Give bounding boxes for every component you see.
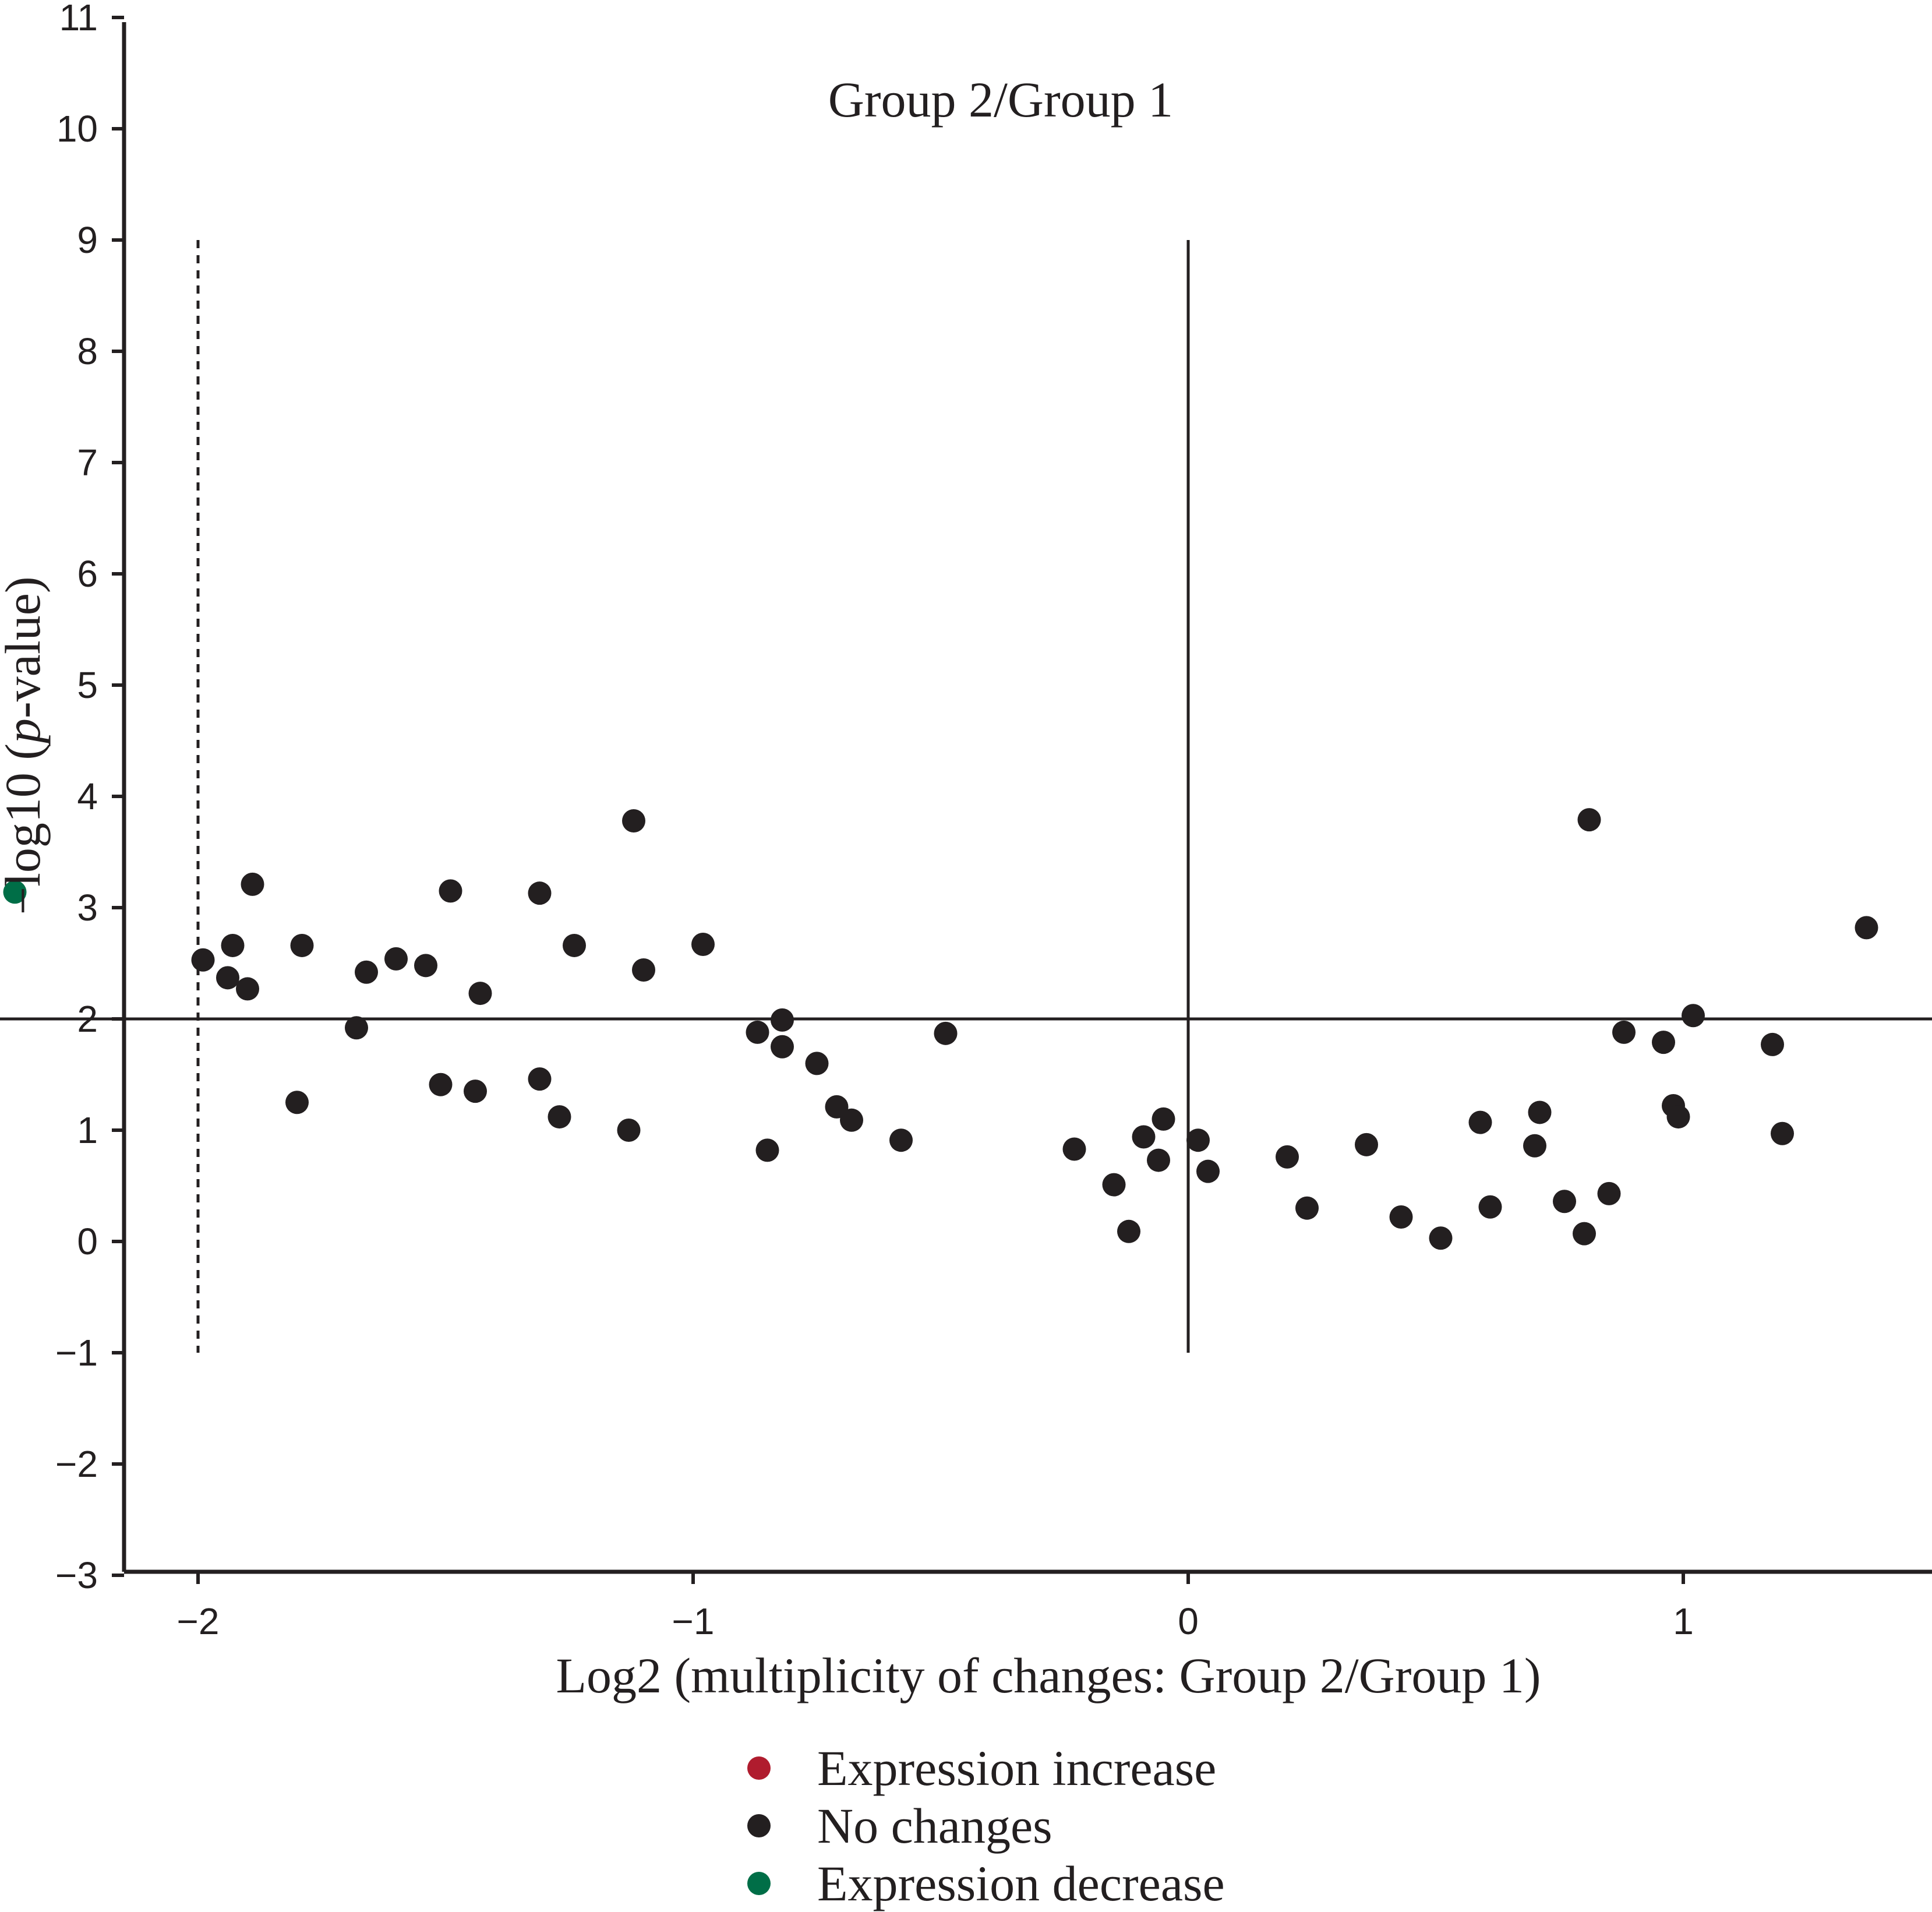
x-tick-label: 0 (1178, 1600, 1199, 1642)
point-no-changes (1468, 1110, 1492, 1134)
point-no-changes (1855, 916, 1878, 940)
point-no-changes (889, 1128, 913, 1152)
y-tick-label: 5 (77, 664, 98, 706)
point-no-changes (1186, 1128, 1210, 1152)
y-axis-ticks: −3 −2 −1 0 1 2 3 4 5 6 7 8 9 10 11 (55, 0, 124, 1596)
y-tick-label: 10 (56, 108, 98, 150)
point-no-changes (429, 1073, 453, 1096)
point-no-changes (191, 948, 215, 972)
point-no-changes (414, 954, 437, 978)
point-expression-decrease (3, 880, 27, 904)
point-no-changes (355, 960, 378, 984)
point-no-changes (285, 1091, 309, 1114)
legend-label-no-changes: No changes (817, 1798, 1052, 1854)
point-no-changes (1117, 1219, 1140, 1243)
x-axis-title: Log2 (multiplicity of changes: Group 2/G… (556, 1648, 1541, 1703)
point-no-changes (1295, 1196, 1319, 1220)
point-no-changes (1276, 1145, 1299, 1169)
chart-title: Group 2/Group 1 (828, 72, 1173, 128)
y-tick-label: −1 (55, 1332, 98, 1374)
point-no-changes (840, 1108, 863, 1132)
point-no-changes (771, 1008, 794, 1032)
y-tick-label: 8 (77, 330, 98, 372)
point-no-changes (548, 1105, 571, 1129)
point-no-changes (1196, 1159, 1220, 1183)
point-no-changes (1528, 1100, 1552, 1124)
point-no-changes (290, 933, 314, 957)
point-no-changes (236, 977, 259, 1001)
y-tick-label: 9 (77, 219, 98, 261)
point-no-changes (1132, 1125, 1156, 1149)
point-no-changes (241, 872, 264, 896)
point-no-changes (1523, 1134, 1546, 1158)
point-no-changes (216, 966, 239, 990)
y-axis-title-prefix: −log10 ( (0, 743, 51, 915)
point-no-changes (1062, 1137, 1086, 1161)
point-no-changes (755, 1138, 779, 1162)
point-no-changes (468, 982, 492, 1006)
point-no-changes (1478, 1195, 1502, 1219)
point-no-changes (1761, 1032, 1784, 1056)
point-no-changes (825, 1095, 849, 1119)
data-points (3, 808, 1878, 1250)
point-no-changes (1597, 1181, 1621, 1205)
y-tick-label: 7 (77, 442, 98, 484)
point-no-changes (805, 1052, 829, 1075)
point-no-changes (563, 933, 586, 957)
point-no-changes (1152, 1107, 1175, 1131)
x-tick-label: −2 (177, 1600, 220, 1642)
point-no-changes (1771, 1121, 1794, 1145)
point-no-changes (1553, 1190, 1576, 1213)
legend-label-expression-increase: Expression increase (817, 1740, 1216, 1796)
y-tick-label: −2 (55, 1443, 98, 1485)
point-no-changes (528, 1067, 552, 1091)
point-no-changes (1147, 1148, 1170, 1172)
y-tick-label: 11 (59, 0, 98, 38)
point-no-changes (934, 1021, 958, 1045)
point-no-changes (617, 1119, 641, 1142)
legend-marker-expression-decrease (747, 1872, 771, 1895)
point-no-changes (1577, 808, 1601, 832)
point-no-changes (771, 1035, 794, 1059)
y-tick-label: 2 (77, 998, 98, 1040)
point-no-changes (1682, 1004, 1705, 1028)
point-no-changes (1389, 1205, 1413, 1229)
point-no-changes (632, 958, 655, 982)
point-no-changes (1429, 1226, 1453, 1250)
point-no-changes (1652, 1031, 1675, 1054)
point-no-changes (1355, 1133, 1378, 1156)
x-tick-label: 1 (1673, 1600, 1694, 1642)
point-no-changes (384, 947, 408, 971)
x-tick-label: −1 (672, 1600, 715, 1642)
legend-marker-expression-increase (747, 1756, 771, 1780)
point-no-changes (439, 879, 462, 903)
y-tick-label: 1 (77, 1109, 98, 1151)
y-axis-title-italic: p (0, 718, 51, 747)
point-no-changes (1666, 1105, 1690, 1129)
point-no-changes (528, 881, 552, 905)
legend-label-expression-decrease: Expression decrease (817, 1855, 1225, 1911)
axes (122, 22, 1932, 1574)
reference-lines (0, 240, 1932, 1353)
y-tick-label: 3 (77, 887, 98, 929)
point-no-changes (1573, 1222, 1596, 1246)
y-axis-title: −log10 (p-value) (0, 576, 51, 915)
point-no-changes (464, 1080, 487, 1103)
y-tick-label: 4 (77, 775, 98, 817)
y-tick-label: 0 (77, 1220, 98, 1262)
y-tick-label: −3 (55, 1554, 98, 1596)
point-no-changes (1612, 1020, 1636, 1044)
point-no-changes (345, 1016, 368, 1040)
y-tick-label: 6 (77, 553, 98, 595)
point-no-changes (691, 933, 715, 957)
point-no-changes (622, 809, 645, 833)
point-no-changes (221, 933, 245, 957)
point-no-changes (1102, 1173, 1126, 1197)
y-axis-title-suffix: -value) (0, 576, 51, 718)
legend-marker-no-changes (747, 1814, 771, 1837)
point-no-changes (746, 1020, 769, 1044)
